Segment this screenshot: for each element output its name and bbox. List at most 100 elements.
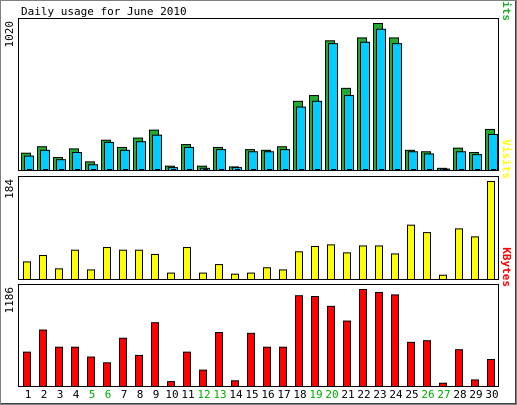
bar-visits-day-12 — [199, 272, 207, 281]
bar-pages-day-28 — [459, 169, 464, 171]
x-tick-label: 7 — [121, 388, 128, 401]
bar-visits-day-10 — [167, 272, 175, 281]
legend: Pages/Files/Hits — [500, 0, 513, 21]
bar-kbytes-day-23 — [375, 291, 383, 387]
x-tick-label: 4 — [73, 388, 80, 401]
bar-visits-day-5 — [87, 269, 95, 281]
bar-kbytes-day-17 — [279, 346, 287, 388]
bar-visits-day-27 — [439, 274, 447, 281]
x-tick-label: 20 — [325, 388, 338, 401]
bar-kbytes-day-16 — [263, 346, 271, 388]
bar-kbytes-day-12 — [199, 369, 207, 387]
x-tick-label: 1 — [25, 388, 32, 401]
bar-kbytes-day-15 — [247, 332, 255, 387]
bar-pages-day-18 — [299, 169, 304, 171]
bar-pages-day-19 — [315, 169, 320, 171]
x-tick-label: 14 — [229, 388, 243, 401]
bar-kbytes-day-14 — [231, 380, 239, 387]
bar-kbytes-day-28 — [455, 349, 463, 388]
legend: KBytes — [500, 247, 513, 287]
bar-pages-day-14 — [235, 169, 240, 171]
legend-entry: Visits — [500, 139, 513, 179]
bar-files-day-17 — [280, 149, 290, 171]
bar-files-day-3 — [56, 159, 66, 172]
bar-visits-day-6 — [103, 247, 111, 280]
panel-frame — [18, 18, 499, 171]
x-tick-label: 5 — [89, 388, 96, 401]
bar-files-day-9 — [152, 134, 162, 171]
bar-files-day-8 — [136, 141, 146, 171]
bar-files-day-11 — [184, 146, 194, 171]
x-tick-label: 15 — [245, 388, 258, 401]
bar-kbytes-day-20 — [327, 305, 335, 388]
bar-files-day-13 — [216, 149, 226, 171]
chart-title: Daily usage for June 2010 — [21, 5, 187, 18]
bar-kbytes-day-1 — [23, 351, 31, 387]
x-tick-label: 8 — [137, 388, 144, 401]
bar-kbytes-day-3 — [55, 346, 63, 388]
bar-pages-day-8 — [139, 169, 144, 171]
bar-files-day-19 — [312, 100, 322, 171]
legend-entry: Hits — [500, 0, 513, 21]
bar-files-day-20 — [328, 43, 338, 172]
bar-visits-day-26 — [423, 232, 431, 280]
bar-kbytes-day-27 — [439, 382, 447, 387]
bar-visits-day-9 — [151, 253, 159, 280]
bar-pages-day-26 — [427, 169, 432, 171]
x-tick-label: 18 — [293, 388, 306, 401]
bar-visits-day-29 — [471, 236, 479, 281]
bar-visits-day-22 — [359, 245, 367, 280]
bar-kbytes-day-10 — [167, 381, 175, 387]
bar-kbytes-day-4 — [71, 346, 79, 388]
bars — [21, 23, 498, 172]
x-tick-label: 17 — [277, 388, 290, 401]
legend: Visits — [500, 139, 513, 179]
bar-visits-day-1 — [23, 261, 31, 281]
bar-kbytes-day-19 — [311, 296, 319, 387]
bar-pages-day-13 — [219, 169, 224, 171]
bar-files-day-23 — [376, 28, 386, 171]
x-tick-label: 3 — [57, 388, 64, 401]
bar-visits-day-19 — [311, 245, 319, 280]
bars — [23, 181, 495, 281]
bar-kbytes-day-26 — [423, 340, 431, 387]
bar-files-day-21 — [344, 95, 354, 171]
panel-hits-pages-files: 1020 Pages/Files/Hits — [3, 0, 513, 172]
bar-visits-day-17 — [279, 269, 287, 281]
bar-visits-day-20 — [327, 244, 335, 280]
bar-visits-day-16 — [263, 267, 271, 281]
bar-files-day-29 — [472, 154, 482, 172]
x-tick-label: 13 — [213, 388, 226, 401]
bar-visits-day-24 — [391, 253, 399, 281]
bar-kbytes-day-29 — [471, 379, 479, 388]
bar-kbytes-day-18 — [295, 295, 303, 387]
bar-visits-day-7 — [119, 249, 127, 281]
bar-pages-day-12 — [203, 169, 208, 171]
bar-kbytes-day-25 — [407, 341, 415, 388]
bar-files-day-7 — [120, 149, 130, 172]
bar-files-day-25 — [408, 151, 418, 172]
bar-kbytes-day-13 — [215, 332, 223, 387]
bar-kbytes-day-22 — [359, 289, 367, 387]
bar-pages-day-5 — [91, 169, 96, 171]
x-tick-label: 16 — [261, 388, 274, 401]
panel-kbytes: 1186 KBytes — [3, 247, 513, 388]
bar-visits-day-13 — [215, 264, 223, 280]
bar-files-day-15 — [248, 151, 258, 172]
x-tick-label: 12 — [197, 388, 210, 401]
x-tick-label: 23 — [373, 388, 386, 401]
bar-kbytes-day-2 — [39, 329, 47, 388]
chart-panels: 1020 Pages/Files/Hits 184 Visits 1186 KBytes — [3, 0, 513, 388]
bar-pages-day-7 — [123, 169, 128, 171]
bar-kbytes-day-24 — [391, 294, 399, 387]
x-tick-label: 10 — [165, 388, 178, 401]
bar-visits-day-30 — [487, 181, 495, 280]
bar-kbytes-day-30 — [487, 359, 495, 388]
x-tick-label: 9 — [153, 388, 160, 401]
bar-visits-day-8 — [135, 249, 143, 281]
bar-pages-day-23 — [379, 169, 384, 171]
bar-files-day-4 — [72, 151, 82, 171]
panel-frame — [18, 176, 499, 280]
x-tick-label: 29 — [469, 388, 482, 401]
